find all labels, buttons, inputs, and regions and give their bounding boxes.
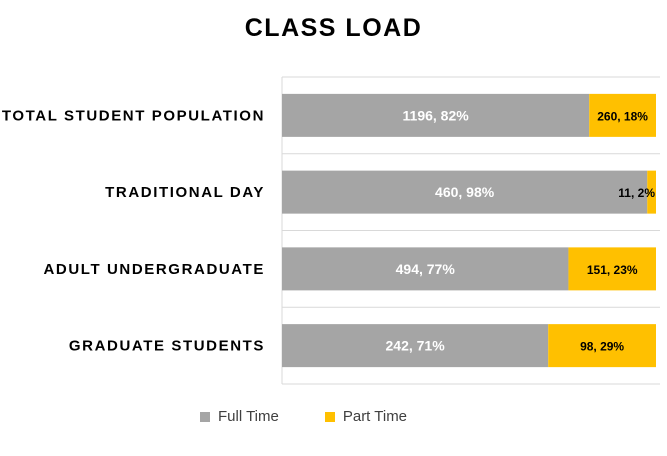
legend-label-part-time: Part Time (342, 408, 408, 425)
bar-full-time (282, 247, 569, 291)
bar-full-time (282, 324, 549, 368)
bar-part-time (589, 93, 656, 137)
chart-title: CLASS LOAD (244, 14, 423, 42)
data-label-part-time: 260, 18% (597, 109, 648, 123)
data-label-part-time: 11, 2% (618, 186, 655, 200)
data-label-full-time: 460, 98% (435, 184, 495, 200)
data-label-part-time: 98, 29% (580, 340, 624, 354)
category-label: TRADITIONAL DAY (105, 184, 265, 201)
legend-swatch-part-time (324, 411, 335, 422)
bar-part-time (548, 324, 656, 368)
data-label-full-time: 242, 71% (386, 338, 446, 354)
legend-item-part-time: Part Time (324, 408, 408, 425)
bar-full-time (282, 93, 590, 137)
category-label: ADULT UNDERGRADUATE (44, 261, 266, 278)
category-label: TOTAL STUDENT POPULATION (2, 107, 265, 124)
bar-part-time (647, 170, 656, 214)
data-label-full-time: 494, 77% (396, 261, 456, 277)
data-label-full-time: 1196, 82% (403, 107, 470, 123)
legend-label-full-time: Full Time (218, 408, 279, 425)
legend-item-full-time: Full Time (200, 408, 279, 425)
legend: Full Time Part Time (200, 408, 407, 425)
data-label-part-time: 151, 23% (587, 263, 638, 277)
bar-full-time (282, 170, 648, 214)
legend-swatch-full-time (200, 411, 210, 422)
category-label: GRADUATE STUDENTS (69, 338, 265, 355)
bar-part-time (568, 247, 656, 291)
